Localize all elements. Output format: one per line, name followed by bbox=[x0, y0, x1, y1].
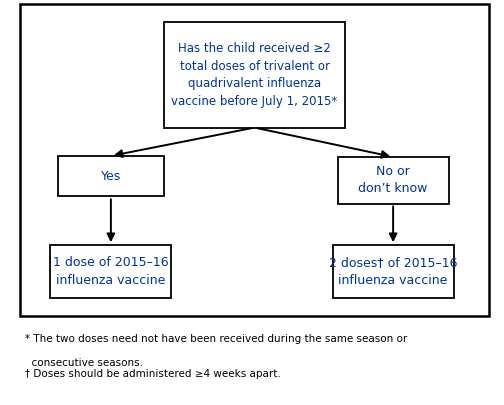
Text: Yes: Yes bbox=[101, 170, 121, 183]
Bar bbox=[164, 22, 345, 128]
Text: 1 dose of 2015–16
influenza vaccine: 1 dose of 2015–16 influenza vaccine bbox=[53, 256, 169, 287]
Text: No or
don’t know: No or don’t know bbox=[358, 165, 428, 196]
Bar bbox=[50, 245, 171, 298]
Bar bbox=[20, 4, 489, 316]
Bar bbox=[58, 156, 164, 196]
Text: 2 doses† of 2015–16
influenza vaccine: 2 doses† of 2015–16 influenza vaccine bbox=[329, 256, 457, 287]
Bar bbox=[338, 157, 449, 203]
Text: * The two doses need not have been received during the same season or: * The two doses need not have been recei… bbox=[25, 334, 407, 344]
Bar bbox=[333, 245, 454, 298]
Text: Has the child received ≥2
total doses of trivalent or
quadrivalent influenza
vac: Has the child received ≥2 total doses of… bbox=[171, 42, 338, 108]
Text: consecutive seasons.: consecutive seasons. bbox=[25, 358, 143, 368]
Text: † Doses should be administered ≥4 weeks apart.: † Doses should be administered ≥4 weeks … bbox=[25, 369, 281, 379]
